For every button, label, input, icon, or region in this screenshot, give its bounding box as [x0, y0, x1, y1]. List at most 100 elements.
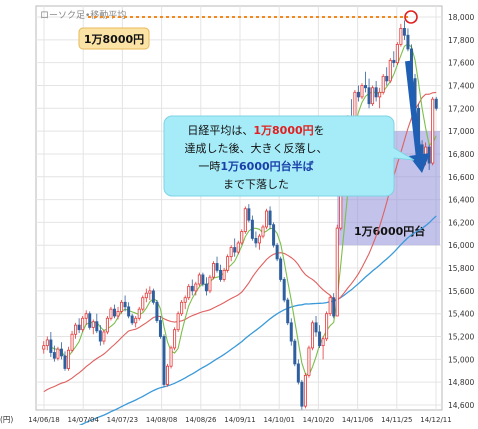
candle-up — [335, 227, 339, 317]
y-tick-label: 16,000 — [448, 241, 474, 250]
level-label-box — [78, 27, 150, 50]
callout-line: まで下落した — [223, 178, 289, 191]
candle-up — [261, 226, 265, 237]
candle-up — [378, 91, 382, 98]
x-tick-label: 14/09/11 — [224, 416, 255, 424]
y-tick-label: 15,400 — [448, 310, 474, 319]
candle-up — [81, 317, 85, 331]
candle-up — [371, 87, 375, 105]
candle-up — [56, 348, 60, 359]
callout-text-segment: 1万8000円 — [253, 124, 313, 137]
candle-down — [250, 219, 254, 239]
candle-up — [120, 301, 124, 312]
callout-text-segment: 一時 — [198, 160, 220, 173]
candle-up — [399, 28, 403, 45]
candle-down — [385, 75, 389, 82]
candle-up — [105, 317, 109, 333]
candle-down — [318, 331, 322, 347]
x-tick-label: 14/07/04 — [67, 416, 99, 424]
x-tick-label: 14/08/08 — [146, 416, 177, 424]
candle-up — [328, 297, 332, 315]
candle-down — [289, 322, 293, 342]
y-tick-label: 16,400 — [448, 196, 474, 205]
candle-up — [176, 313, 180, 331]
candle-up — [360, 85, 364, 98]
drop-arrow-head — [409, 153, 430, 173]
callout-text-segment: 達成した後、大きく反落し、 — [185, 141, 328, 155]
y-tick-label: 15,800 — [448, 264, 474, 273]
candle-up — [70, 333, 74, 351]
candle-down — [98, 330, 102, 342]
candle-down — [300, 381, 304, 407]
callout-text-segment: を — [314, 124, 325, 137]
candle-down — [201, 274, 205, 285]
candle-down — [52, 352, 56, 359]
x-tick-label: 14/12/11 — [420, 416, 451, 424]
candle-down — [63, 355, 67, 369]
candle-up — [310, 322, 314, 349]
candle-up — [257, 235, 261, 244]
candle-up — [197, 274, 201, 285]
candle-down — [282, 279, 286, 301]
y-axis: 14,600 14,800 15,000 15,200 15,400 15,600 15,8… — [448, 13, 474, 410]
candle-up — [388, 59, 392, 82]
x-tick-label: 14/10/20 — [303, 416, 334, 424]
candle-down — [158, 320, 162, 337]
peak-marker-circle — [404, 10, 418, 24]
x-axis: 14/06/18 14/07/04 14/07/23 14/08/08 14/08/26… — [28, 416, 451, 424]
candle-up — [183, 297, 187, 303]
candle-up — [325, 313, 329, 340]
y-tick-label: 14,800 — [448, 378, 474, 387]
level-label: 1万8000円 — [84, 33, 144, 46]
candle-up — [211, 263, 215, 278]
callout-line: 達成した後、大きく反落し、 — [185, 141, 328, 155]
candle-up — [91, 321, 95, 328]
candle-up — [137, 308, 141, 319]
x-tick-label: 14/07/23 — [107, 416, 138, 424]
callout-text-segment: 1万6000円台半ば — [220, 159, 313, 173]
candle-down — [293, 340, 297, 365]
candle-down — [275, 244, 279, 260]
candle-down — [204, 283, 208, 292]
callout-text-segment: 日経平均は、 — [187, 124, 253, 137]
candle-down — [151, 290, 155, 303]
candle-up — [321, 338, 325, 347]
callout-text-segment: まで下落した — [223, 178, 289, 191]
candle-down — [127, 306, 131, 317]
candle-down — [434, 98, 438, 109]
candle-up — [395, 43, 399, 64]
candle-up — [208, 276, 212, 292]
candle-down — [219, 269, 223, 280]
candle-down — [59, 348, 63, 357]
candle-up — [307, 347, 311, 376]
candle-up — [169, 347, 173, 367]
candle-down — [49, 339, 53, 353]
y-unit-label: (円) — [0, 415, 13, 424]
drop-arrow-shaft — [405, 60, 422, 159]
candle-down — [356, 91, 360, 98]
candle-up — [222, 269, 226, 280]
y-tick-label: 16,200 — [448, 218, 474, 227]
candle-down — [332, 297, 336, 317]
candle-down — [268, 210, 272, 226]
candle-down — [77, 324, 81, 331]
annotations: 1万8000円日経平均は、1万8000円を達成した後、大きく反落し、一時1万60… — [78, 10, 430, 197]
candle-up — [229, 247, 233, 258]
candle-up — [67, 349, 71, 369]
candle-up — [381, 75, 385, 93]
candle-up — [265, 210, 269, 228]
y-tick-label: 17,400 — [448, 81, 474, 90]
candle-up — [303, 374, 307, 407]
grid — [36, 6, 442, 410]
candle-up — [431, 98, 435, 164]
candle-up — [144, 292, 148, 299]
candle-up — [42, 345, 46, 350]
x-tick-label: 14/08/26 — [185, 416, 217, 424]
candle-down — [190, 285, 194, 292]
candle-up — [226, 256, 230, 271]
x-tick-label: 14/11/25 — [381, 416, 412, 424]
candle-up — [74, 324, 78, 335]
candle-up — [166, 365, 170, 385]
candle-up — [173, 329, 177, 349]
